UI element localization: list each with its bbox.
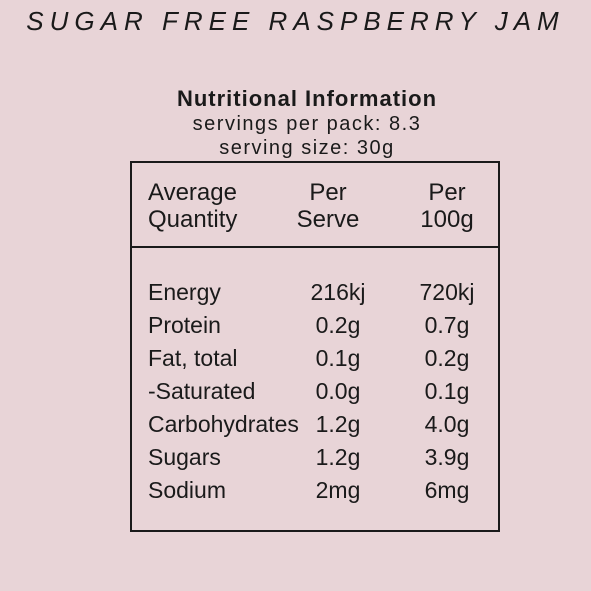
table-row: Carbohydrates 1.2g 4.0g: [132, 408, 498, 441]
table-row: Sodium 2mg 6mg: [132, 474, 498, 507]
header-per-serve: Per Serve: [295, 179, 361, 233]
nutrition-heading: Nutritional Information: [176, 86, 438, 111]
servings-per-pack: servings per pack: 8.3: [192, 113, 422, 135]
serving-size: serving size: 30g: [219, 137, 395, 159]
table-header: Average Quantity Per Serve Per 100g: [132, 163, 498, 248]
row-per-100g: 4.0g: [424, 411, 470, 437]
row-per-serve: 1.2g: [315, 444, 361, 470]
header-per-100g: Per 100g: [414, 179, 480, 233]
table-row: Sugars 1.2g 3.9g: [132, 441, 498, 474]
header-line: 100g: [420, 206, 474, 233]
nutrition-table: Average Quantity Per Serve Per 100g Ener…: [130, 161, 500, 532]
header-line: Quantity: [148, 206, 238, 233]
row-label: -Saturated: [148, 378, 256, 404]
row-per-serve: 1.2g: [315, 411, 361, 437]
row-label: Fat, total: [148, 345, 238, 371]
row-per-100g: 6mg: [424, 477, 470, 503]
table-row: Energy 216kj 720kj: [132, 276, 498, 309]
header-line: Per: [309, 179, 347, 206]
row-label: Sugars: [148, 444, 221, 470]
row-per-100g: 0.1g: [424, 378, 470, 404]
row-per-100g: 720kj: [419, 279, 475, 305]
row-per-100g: 3.9g: [424, 444, 470, 470]
row-per-100g: 0.7g: [424, 312, 470, 338]
header-average-quantity: Average Quantity: [148, 179, 237, 233]
row-per-100g: 0.2g: [424, 345, 470, 371]
header-line: Serve: [296, 206, 360, 233]
row-per-serve: 0.2g: [315, 312, 361, 338]
row-per-serve: 0.0g: [315, 378, 361, 404]
row-label: Energy: [148, 279, 221, 305]
header-line: Per: [428, 179, 466, 206]
row-label: Carbohydrates: [148, 411, 299, 437]
table-row: -Saturated 0.0g 0.1g: [132, 375, 498, 408]
table-row: Protein 0.2g 0.7g: [132, 309, 498, 342]
row-per-serve: 0.1g: [315, 345, 361, 371]
row-per-serve: 2mg: [315, 477, 361, 503]
row-label: Protein: [148, 312, 221, 338]
row-per-serve: 216kj: [310, 279, 366, 305]
product-title: SUGAR FREE RASPBERRY JAM: [26, 6, 565, 36]
header-line: Average: [148, 179, 237, 206]
row-label: Sodium: [148, 477, 226, 503]
table-row: Fat, total 0.1g 0.2g: [132, 342, 498, 375]
